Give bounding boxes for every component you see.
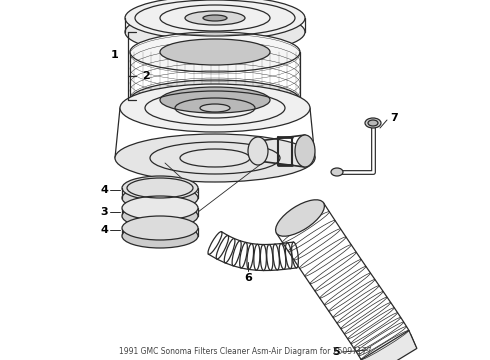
Ellipse shape bbox=[115, 134, 315, 182]
Ellipse shape bbox=[122, 186, 198, 210]
Ellipse shape bbox=[295, 135, 315, 167]
Ellipse shape bbox=[125, 10, 305, 54]
Ellipse shape bbox=[203, 15, 227, 21]
Ellipse shape bbox=[125, 0, 305, 40]
Ellipse shape bbox=[368, 120, 378, 126]
Polygon shape bbox=[361, 330, 417, 360]
Ellipse shape bbox=[365, 118, 381, 128]
Ellipse shape bbox=[200, 104, 230, 112]
Text: 5: 5 bbox=[332, 347, 340, 357]
Ellipse shape bbox=[130, 32, 300, 72]
Ellipse shape bbox=[122, 216, 198, 240]
Text: 1991 GMC Sonoma Filters Cleaner Asm-Air Diagram for 25097177: 1991 GMC Sonoma Filters Cleaner Asm-Air … bbox=[119, 347, 371, 356]
Ellipse shape bbox=[122, 204, 198, 228]
Ellipse shape bbox=[160, 39, 270, 65]
Ellipse shape bbox=[120, 84, 310, 132]
Text: 3: 3 bbox=[100, 207, 108, 217]
Ellipse shape bbox=[275, 200, 324, 236]
Text: 6: 6 bbox=[244, 273, 252, 283]
Text: 4: 4 bbox=[100, 225, 108, 235]
Ellipse shape bbox=[248, 137, 268, 165]
Text: 1: 1 bbox=[110, 50, 118, 60]
Ellipse shape bbox=[122, 176, 198, 200]
Text: 4: 4 bbox=[100, 185, 108, 195]
Ellipse shape bbox=[122, 224, 198, 248]
Ellipse shape bbox=[331, 168, 343, 176]
Ellipse shape bbox=[185, 11, 245, 25]
Text: 2: 2 bbox=[142, 71, 150, 81]
Ellipse shape bbox=[122, 196, 198, 220]
Ellipse shape bbox=[130, 80, 300, 120]
Ellipse shape bbox=[160, 87, 270, 113]
Text: 7: 7 bbox=[390, 113, 398, 123]
